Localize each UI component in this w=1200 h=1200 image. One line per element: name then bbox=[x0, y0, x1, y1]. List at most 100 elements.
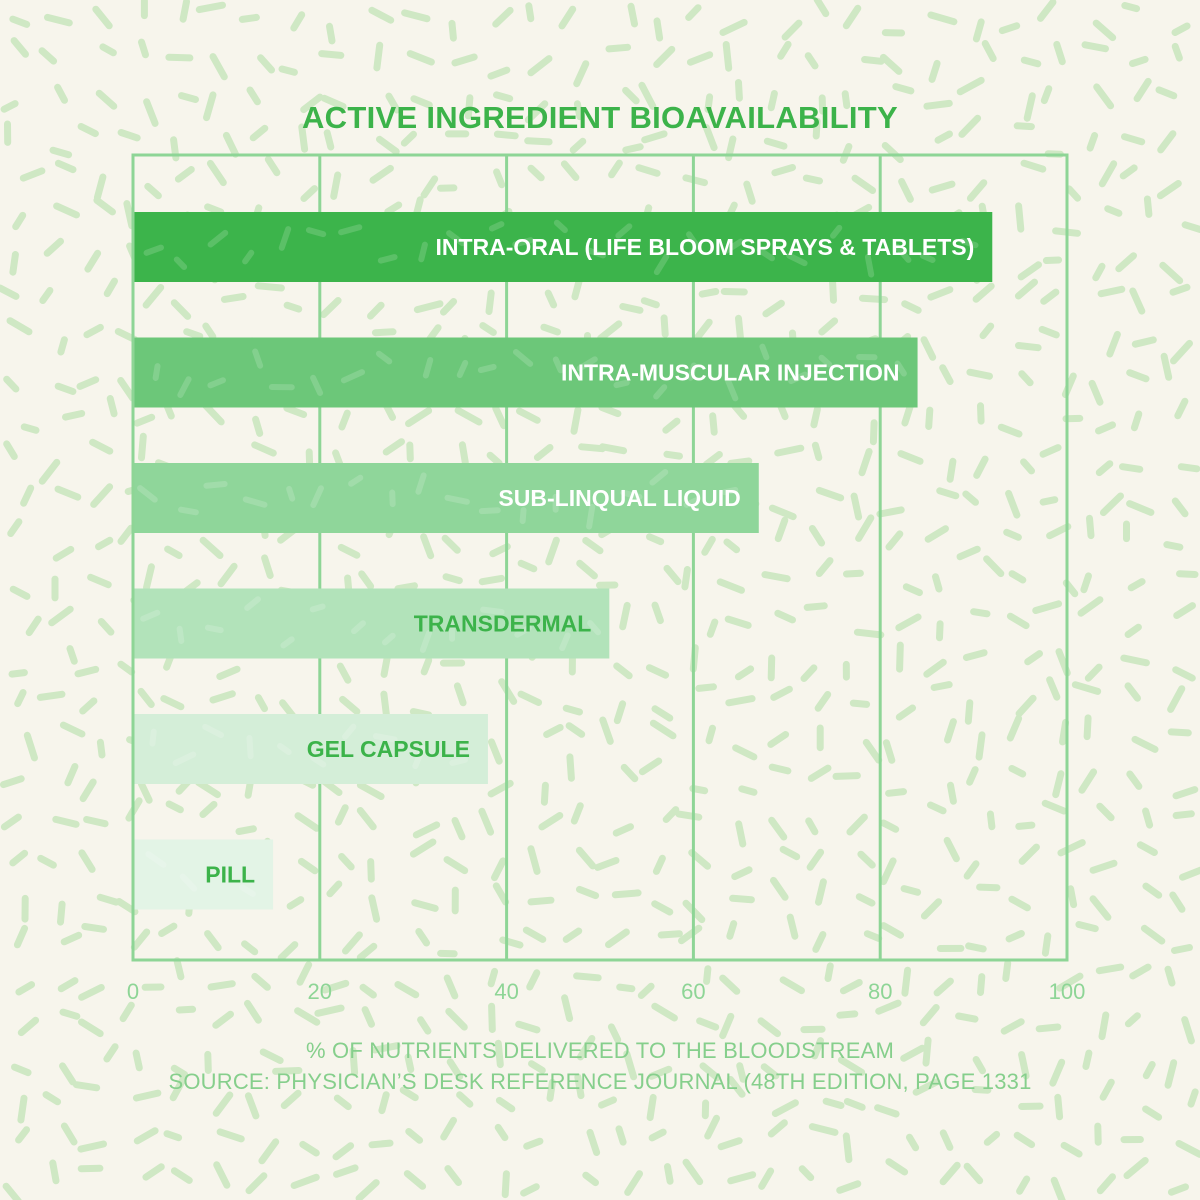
background-dash bbox=[767, 654, 776, 682]
background-dash bbox=[1171, 22, 1191, 36]
background-dash bbox=[1179, 866, 1200, 881]
bar bbox=[133, 588, 610, 659]
x-axis-label: % OF NUTRIENTS DELIVERED TO THE BLOODSTR… bbox=[305, 1038, 895, 1063]
background-dash bbox=[1097, 285, 1126, 298]
bar-texture-dash bbox=[683, 497, 699, 508]
background-dash bbox=[1013, 122, 1035, 131]
background-dash bbox=[858, 448, 873, 477]
background-dash bbox=[1096, 1173, 1116, 1195]
background-dash bbox=[294, 1007, 321, 1026]
background-dash bbox=[394, 981, 420, 999]
background-dash bbox=[0, 284, 20, 300]
background-dash bbox=[892, 83, 915, 95]
background-dash bbox=[524, 137, 553, 146]
background-dash bbox=[743, 180, 756, 205]
background-dash bbox=[406, 50, 435, 66]
background-dash bbox=[805, 817, 819, 836]
background-dash bbox=[160, 695, 185, 711]
background-dash bbox=[321, 979, 350, 994]
bar-texture-dash bbox=[216, 867, 232, 883]
background-dash bbox=[1142, 807, 1154, 829]
background-dash bbox=[57, 336, 68, 356]
background-dash bbox=[400, 130, 417, 147]
background-dash bbox=[640, 297, 660, 309]
background-dash bbox=[25, 615, 42, 637]
background-dash bbox=[54, 159, 77, 174]
background-dash bbox=[770, 685, 793, 701]
background-dash bbox=[89, 438, 114, 455]
background-dash bbox=[861, 56, 885, 65]
background-dash bbox=[446, 1058, 464, 1081]
bar-label: TRANSDERMAL bbox=[414, 611, 592, 637]
background-dash bbox=[1171, 497, 1189, 518]
background-dash bbox=[839, 979, 863, 995]
background-dash bbox=[1155, 86, 1178, 100]
background-dash bbox=[781, 19, 803, 41]
background-dash bbox=[1127, 578, 1146, 592]
background-dash bbox=[653, 17, 664, 42]
background-dash bbox=[843, 1098, 866, 1111]
background-dash bbox=[651, 1002, 678, 1022]
background-dash bbox=[252, 415, 264, 437]
background-dash bbox=[842, 1132, 853, 1164]
background-dash bbox=[944, 718, 957, 744]
bar bbox=[133, 714, 488, 784]
bar-texture-dash bbox=[280, 636, 295, 649]
background-dash bbox=[488, 1002, 496, 1033]
bar-texture-dash bbox=[278, 226, 292, 251]
background-dash bbox=[696, 1017, 720, 1031]
background-dash bbox=[522, 926, 547, 943]
background-dash bbox=[1067, 885, 1078, 909]
background-dash bbox=[735, 314, 745, 343]
background-dash bbox=[686, 51, 714, 66]
background-dash bbox=[133, 413, 156, 427]
bar bbox=[133, 463, 759, 533]
background-dash bbox=[251, 972, 271, 991]
background-dash bbox=[525, 2, 535, 23]
background-dash bbox=[763, 137, 788, 150]
background-dash bbox=[586, 1128, 601, 1156]
background-dash bbox=[1052, 770, 1065, 799]
background-dash bbox=[814, 691, 832, 712]
background-dash bbox=[705, 724, 716, 745]
background-dash bbox=[936, 487, 960, 500]
background-dash bbox=[720, 288, 748, 296]
bar-texture-dash bbox=[203, 480, 228, 489]
bar-texture-dash bbox=[649, 468, 669, 486]
background-dash bbox=[812, 931, 827, 953]
x-tick-label: 60 bbox=[681, 979, 705, 1004]
background-dash bbox=[972, 18, 985, 43]
background-dash bbox=[6, 317, 33, 336]
background-dash bbox=[60, 931, 83, 946]
background-dash bbox=[1017, 261, 1042, 281]
background-dash bbox=[806, 848, 825, 871]
background-dash bbox=[9, 585, 31, 600]
background-dash bbox=[599, 716, 614, 745]
background-dash bbox=[170, 1064, 189, 1078]
background-dash bbox=[808, 525, 826, 547]
background-dash bbox=[119, 1001, 135, 1023]
background-dash bbox=[485, 289, 495, 315]
background-dash bbox=[59, 721, 86, 738]
background-dash bbox=[1006, 715, 1023, 742]
background-dash bbox=[928, 180, 956, 194]
background-dash bbox=[420, 533, 435, 560]
background-dash bbox=[195, 1, 226, 14]
background-dash bbox=[244, 1092, 260, 1120]
background-dash bbox=[1023, 92, 1036, 122]
background-dash bbox=[9, 849, 29, 867]
background-dash bbox=[662, 806, 680, 823]
background-dash bbox=[495, 1096, 516, 1113]
background-dash bbox=[1181, 221, 1200, 233]
background-dash bbox=[1136, 841, 1158, 856]
background-dash bbox=[222, 131, 239, 158]
background-dash bbox=[527, 845, 541, 875]
background-dash bbox=[972, 1056, 986, 1075]
background-dash bbox=[1124, 623, 1142, 638]
background-dash bbox=[174, 166, 195, 183]
bar-texture-dash bbox=[140, 609, 161, 622]
background-dash bbox=[451, 53, 478, 67]
background-dash bbox=[19, 167, 46, 182]
background-dash bbox=[682, 1158, 704, 1186]
background-dash bbox=[1065, 185, 1082, 202]
